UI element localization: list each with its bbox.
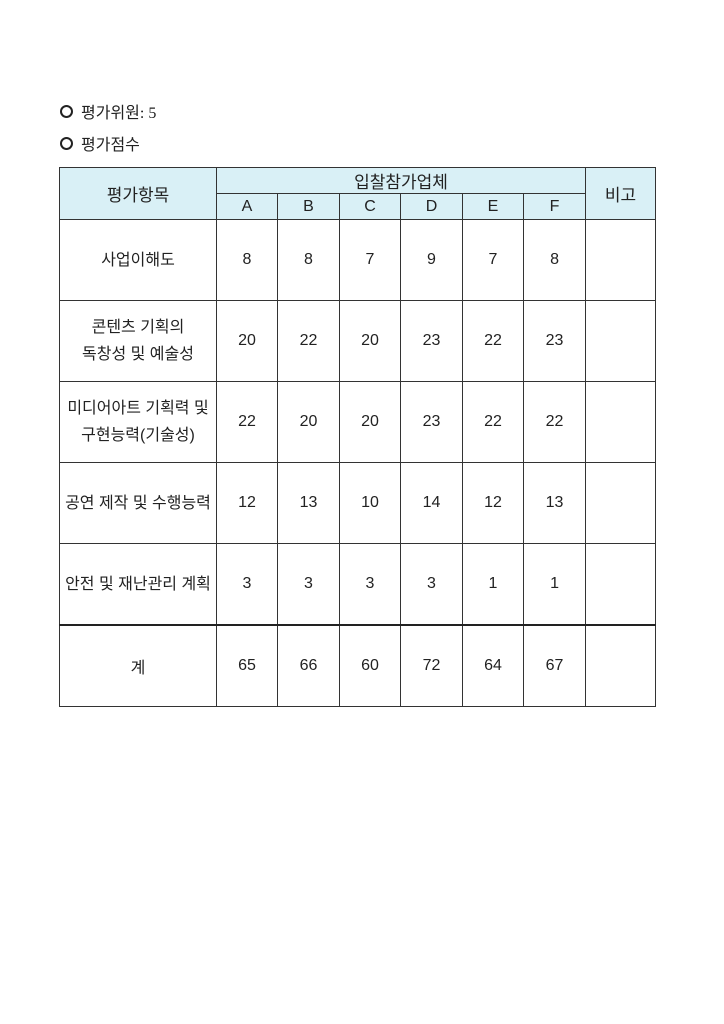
header-company-f: F xyxy=(522,193,587,220)
total-score-cell: 72 xyxy=(400,624,463,707)
total-score-cell: 67 xyxy=(522,624,587,707)
score-cell: 3 xyxy=(277,543,340,626)
total-row: 계 65 66 60 72 64 67 xyxy=(59,624,657,707)
score-cell: 12 xyxy=(462,462,524,544)
circle-bullet-icon xyxy=(60,104,73,118)
total-label: 계 xyxy=(59,624,217,707)
score-cell: 1 xyxy=(462,543,524,626)
note-cell xyxy=(585,624,657,707)
score-cell: 3 xyxy=(400,543,463,626)
score-cell: 20 xyxy=(339,300,401,382)
note-cell xyxy=(585,462,657,544)
header-company-b: B xyxy=(277,193,340,220)
score-cell: 7 xyxy=(462,219,524,301)
header-note: 비고 xyxy=(585,167,657,220)
note-cell xyxy=(585,300,657,382)
table-row: 미디어아트 기획력 및 구현능력(기술성) 22 20 20 23 22 22 xyxy=(59,381,657,463)
score-cell: 10 xyxy=(339,462,401,544)
score-cell: 13 xyxy=(522,462,587,544)
score-cell: 3 xyxy=(216,543,278,626)
score-cell: 22 xyxy=(277,300,340,382)
score-cell: 9 xyxy=(400,219,463,301)
score-cell: 22 xyxy=(462,381,524,463)
item-label: 독창성 및 예술성 xyxy=(82,346,194,363)
score-cell: 14 xyxy=(400,462,463,544)
total-score-cell: 65 xyxy=(216,624,278,707)
score-cell: 22 xyxy=(462,300,524,382)
header-company-a: A xyxy=(216,193,278,220)
item-label: 공연 제작 및 수행능력 xyxy=(65,494,211,512)
score-cell: 8 xyxy=(216,219,278,301)
table-row: 공연 제작 및 수행능력 12 13 10 14 12 13 xyxy=(59,462,657,544)
item-cell: 사업이해도 xyxy=(59,219,217,301)
table-row: 안전 및 재난관리 계획 3 3 3 3 1 1 xyxy=(59,543,657,626)
total-score-cell: 66 xyxy=(277,624,340,707)
score-cell: 8 xyxy=(522,219,587,301)
score-cell: 22 xyxy=(522,381,587,463)
item-label: 미디어아트 기획력 및 xyxy=(67,400,209,417)
evaluator-count-line: 평가위원: 5 xyxy=(60,99,156,123)
score-cell: 13 xyxy=(277,462,340,544)
header-companies: 입찰참가업체 xyxy=(215,167,587,194)
table-row: 콘텐츠 기획의 독창성 및 예술성 20 22 20 23 22 23 xyxy=(59,300,657,382)
item-label: 안전 및 재난관리 계획 xyxy=(65,575,211,593)
score-cell: 22 xyxy=(216,381,278,463)
total-score-cell: 60 xyxy=(339,624,401,707)
score-cell: 12 xyxy=(216,462,278,544)
score-cell: 20 xyxy=(216,300,278,382)
score-cell: 7 xyxy=(339,219,401,301)
circle-bullet-icon xyxy=(60,136,73,150)
item-label: 사업이해도 xyxy=(101,251,175,269)
score-cell: 23 xyxy=(400,381,463,463)
score-cell: 8 xyxy=(277,219,340,301)
score-cell: 20 xyxy=(277,381,340,463)
item-label: 콘텐츠 기획의 xyxy=(91,319,185,336)
header-company-c: C xyxy=(339,193,401,220)
table-row: 사업이해도 8 8 7 9 7 8 xyxy=(59,219,657,301)
item-cell: 공연 제작 및 수행능력 xyxy=(59,462,217,544)
note-cell xyxy=(585,381,657,463)
score-cell: 1 xyxy=(522,543,587,626)
score-cell: 23 xyxy=(400,300,463,382)
score-cell: 23 xyxy=(522,300,587,382)
note-cell xyxy=(585,219,657,301)
item-label: 구현능력(기술성) xyxy=(81,427,195,444)
note-cell xyxy=(585,543,657,626)
total-score-cell: 64 xyxy=(462,624,524,707)
score-heading-line: 평가점수 xyxy=(60,131,140,155)
header-company-d: D xyxy=(400,193,463,220)
evaluator-count: 평가위원: 5 xyxy=(81,105,157,122)
score-cell: 3 xyxy=(339,543,401,626)
header-item: 평가항목 xyxy=(59,167,217,220)
score-heading: 평가점수 xyxy=(81,137,140,154)
item-cell: 안전 및 재난관리 계획 xyxy=(59,543,217,626)
score-cell: 20 xyxy=(339,381,401,463)
header-company-e: E xyxy=(462,193,524,220)
